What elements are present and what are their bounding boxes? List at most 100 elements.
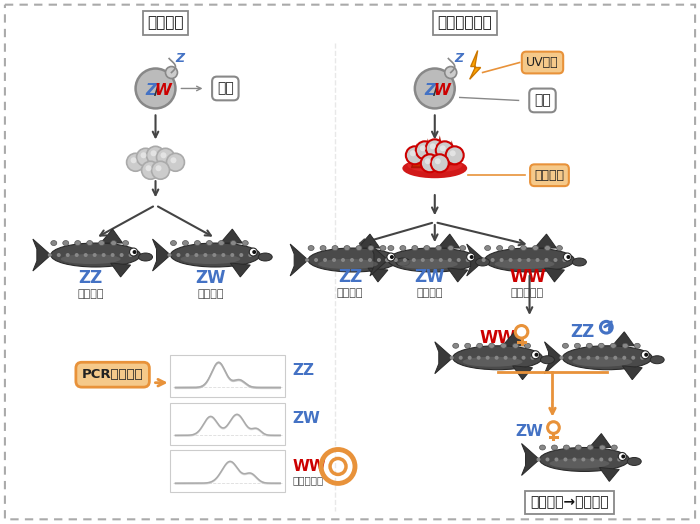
Circle shape: [640, 356, 644, 360]
Ellipse shape: [122, 241, 129, 246]
Ellipse shape: [540, 447, 629, 472]
Circle shape: [416, 141, 434, 159]
Circle shape: [141, 161, 160, 179]
Ellipse shape: [51, 241, 57, 246]
Ellipse shape: [465, 343, 470, 348]
Text: WW: WW: [480, 329, 516, 347]
Ellipse shape: [388, 248, 477, 272]
Circle shape: [568, 356, 573, 360]
Polygon shape: [422, 138, 434, 163]
Ellipse shape: [424, 246, 430, 250]
Polygon shape: [545, 268, 564, 282]
Circle shape: [582, 457, 585, 462]
Ellipse shape: [230, 241, 237, 246]
Text: ZZ: ZZ: [78, 269, 103, 287]
Circle shape: [66, 253, 70, 257]
Circle shape: [444, 67, 456, 79]
Ellipse shape: [111, 241, 117, 246]
Circle shape: [150, 83, 161, 94]
Polygon shape: [111, 263, 131, 277]
Polygon shape: [522, 443, 540, 475]
Circle shape: [554, 258, 557, 262]
Circle shape: [440, 145, 446, 151]
Ellipse shape: [509, 246, 514, 250]
Ellipse shape: [398, 259, 458, 269]
Ellipse shape: [139, 253, 153, 261]
Circle shape: [622, 356, 626, 360]
Text: 受精: 受精: [534, 93, 551, 107]
Ellipse shape: [564, 445, 569, 450]
Text: Z: Z: [454, 52, 463, 65]
Ellipse shape: [587, 445, 594, 450]
Circle shape: [517, 258, 522, 262]
Ellipse shape: [75, 241, 80, 246]
Circle shape: [332, 258, 336, 262]
Circle shape: [604, 356, 608, 360]
Ellipse shape: [87, 241, 92, 246]
Circle shape: [559, 356, 564, 360]
Text: ZW: ZW: [414, 268, 445, 286]
Circle shape: [92, 253, 97, 257]
Text: ZZ: ZZ: [292, 363, 314, 378]
Text: 【超メス→全メス】: 【超メス→全メス】: [530, 495, 609, 509]
Circle shape: [186, 253, 190, 257]
Circle shape: [503, 356, 507, 360]
Circle shape: [500, 258, 503, 262]
Ellipse shape: [598, 343, 604, 348]
Circle shape: [153, 85, 158, 91]
Polygon shape: [220, 229, 242, 243]
Ellipse shape: [556, 246, 562, 250]
Ellipse shape: [477, 343, 482, 348]
Ellipse shape: [496, 246, 503, 250]
Polygon shape: [467, 244, 484, 276]
Ellipse shape: [575, 343, 580, 348]
Circle shape: [425, 158, 430, 164]
Text: 受精: 受精: [217, 81, 234, 95]
Circle shape: [432, 85, 438, 91]
Circle shape: [136, 148, 155, 166]
Circle shape: [132, 250, 137, 254]
Circle shape: [466, 258, 470, 262]
Ellipse shape: [562, 346, 652, 370]
Circle shape: [531, 351, 540, 359]
Ellipse shape: [610, 343, 616, 348]
Polygon shape: [512, 366, 533, 380]
Circle shape: [252, 250, 256, 254]
Circle shape: [387, 253, 395, 261]
Ellipse shape: [575, 445, 582, 450]
Circle shape: [535, 353, 538, 357]
Circle shape: [418, 71, 452, 105]
Ellipse shape: [171, 241, 176, 246]
Ellipse shape: [484, 246, 491, 250]
Text: （オス）: （オス）: [337, 288, 363, 298]
Ellipse shape: [453, 346, 542, 370]
Polygon shape: [599, 467, 620, 482]
Ellipse shape: [436, 246, 442, 250]
Polygon shape: [503, 332, 524, 346]
Ellipse shape: [181, 254, 240, 264]
Circle shape: [147, 80, 164, 97]
Circle shape: [509, 258, 512, 262]
Ellipse shape: [512, 343, 519, 348]
Circle shape: [167, 253, 172, 257]
Ellipse shape: [380, 246, 386, 250]
Text: ZW: ZW: [516, 424, 543, 439]
Ellipse shape: [460, 246, 466, 250]
FancyBboxPatch shape: [171, 451, 285, 493]
Circle shape: [599, 457, 603, 462]
Circle shape: [136, 69, 176, 108]
Ellipse shape: [412, 246, 418, 250]
Circle shape: [595, 356, 599, 360]
Circle shape: [130, 248, 138, 256]
Polygon shape: [368, 268, 388, 282]
Circle shape: [554, 457, 559, 462]
Circle shape: [536, 457, 540, 462]
FancyBboxPatch shape: [5, 5, 695, 519]
Polygon shape: [434, 135, 446, 160]
Circle shape: [430, 258, 434, 262]
Polygon shape: [370, 244, 388, 276]
Circle shape: [412, 258, 416, 262]
Circle shape: [248, 253, 252, 257]
Circle shape: [165, 67, 178, 79]
Circle shape: [449, 150, 456, 156]
